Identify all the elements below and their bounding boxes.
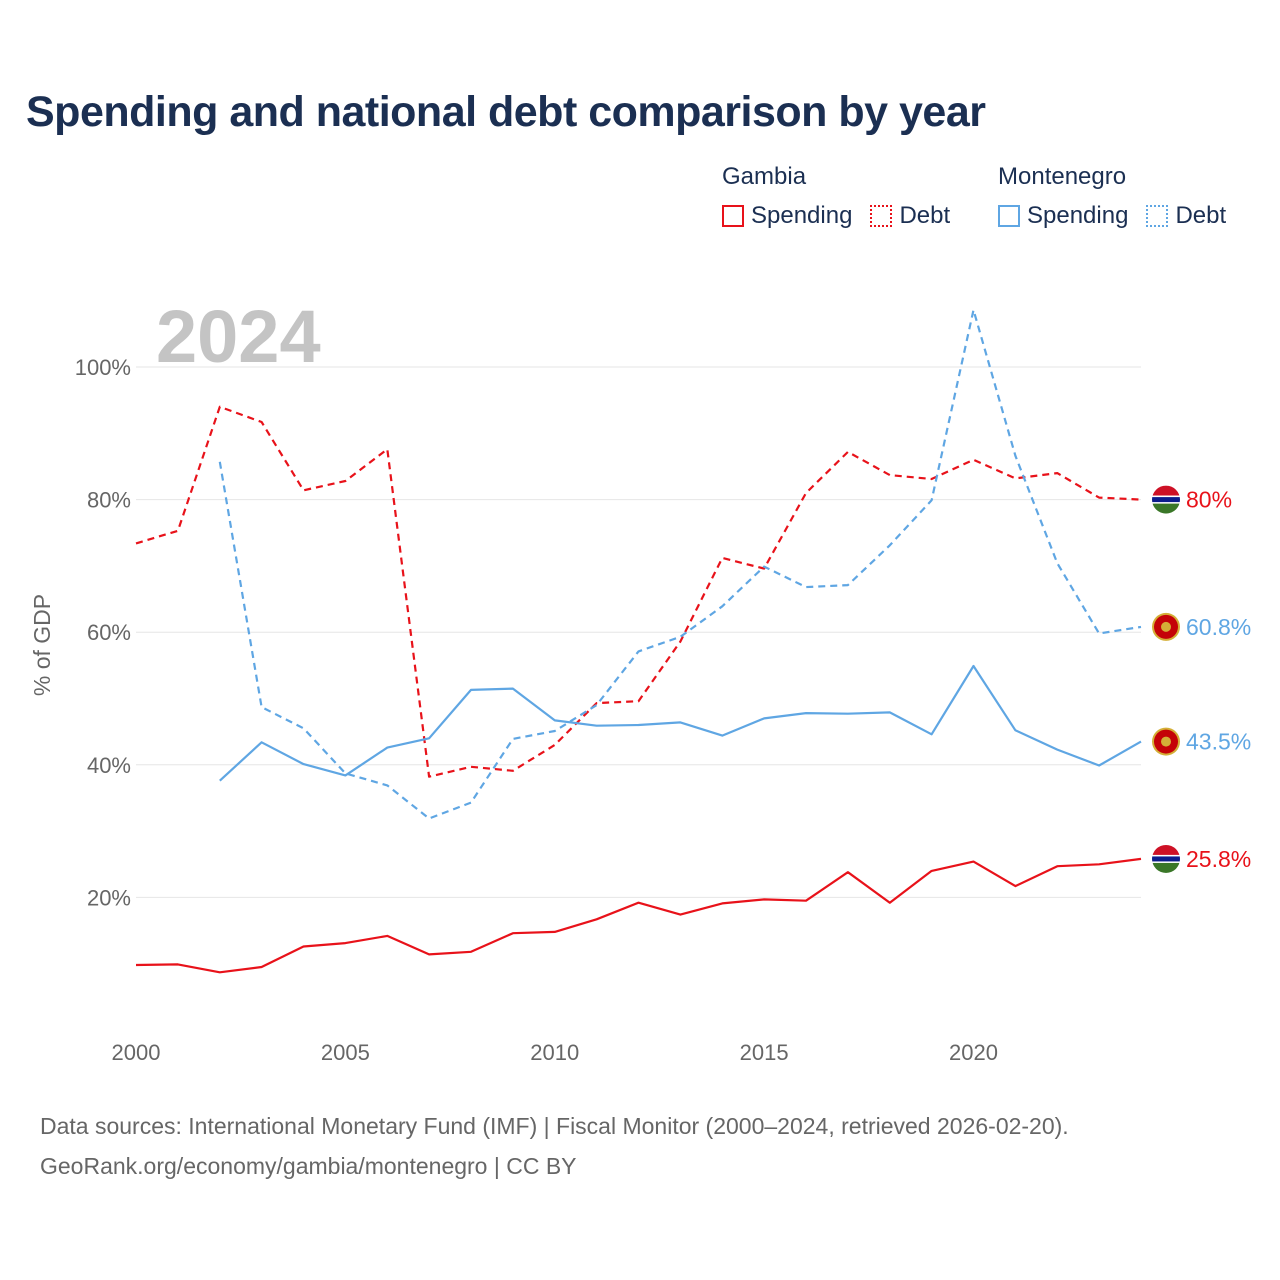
x-tick-label: 2015 [740,1040,789,1065]
legend-country-gambia: Gambia [722,163,807,190]
gambia-flag-icon [1152,485,1180,514]
gambia-flag-icon [1152,844,1180,873]
y-tick-label: 20% [87,885,131,910]
y-axis-label: % of GDP [29,594,55,696]
legend-label: Spending [751,202,853,229]
footer: Data sources: International Monetary Fun… [40,1106,1069,1186]
legend-gambia: Gambia Spending Debt [722,160,968,230]
montenegro-flag-emblem [1161,621,1171,632]
line-chart: 20% 40% 60% 80% 100% 2000 2005 2010 2015 2020 % of… [29,295,1251,1065]
end-value-label: 60.8% [1186,614,1251,640]
montenegro-flag-emblem [1161,736,1171,747]
gambia-debt-line [135,405,1142,778]
legend-montenegro-debt[interactable]: Debt [1146,202,1226,230]
y-tick-label: 60% [87,620,131,645]
legend-montenegro: Montenegro Spending Debt [998,160,1244,230]
legend-label: Debt [1175,202,1227,229]
gambia-spending-line [135,857,1142,974]
attribution-text: GeoRank.org/economy/gambia/montenegro | … [40,1153,577,1179]
year-watermark: 2024 [156,295,321,378]
montenegro-spending-line [219,664,1142,782]
end-value-label: 80% [1186,487,1232,513]
end-value-label: 43.5% [1186,729,1251,755]
x-tick-label: 2000 [112,1040,161,1065]
legend-swatch-dotted-icon [1146,205,1169,227]
montenegro-debt-line [218,308,1142,820]
chart-title: Spending and national debt comparison by… [26,88,986,136]
legend-montenegro-spending[interactable]: Spending [998,202,1128,230]
x-tick-label: 2010 [530,1040,579,1065]
legend-gambia-debt[interactable]: Debt [870,202,950,230]
end-value-label: 25.8% [1186,846,1251,872]
x-tick-label: 2020 [949,1040,998,1065]
legend-label: Debt [899,202,951,229]
legend-country-montenegro: Montenegro [998,163,1127,190]
legend-swatch-solid-icon [722,205,744,227]
y-tick-label: 100% [75,355,131,380]
x-tick-label: 2005 [321,1040,370,1065]
legend-gambia-spending[interactable]: Spending [722,202,852,230]
legend-swatch-dotted-icon [870,205,893,227]
y-tick-label: 40% [87,753,131,778]
y-tick-label: 80% [87,488,131,513]
data-source-text: Data sources: International Monetary Fun… [40,1113,1069,1139]
legend-label: Spending [1027,202,1129,229]
legend-swatch-solid-icon [998,205,1020,227]
